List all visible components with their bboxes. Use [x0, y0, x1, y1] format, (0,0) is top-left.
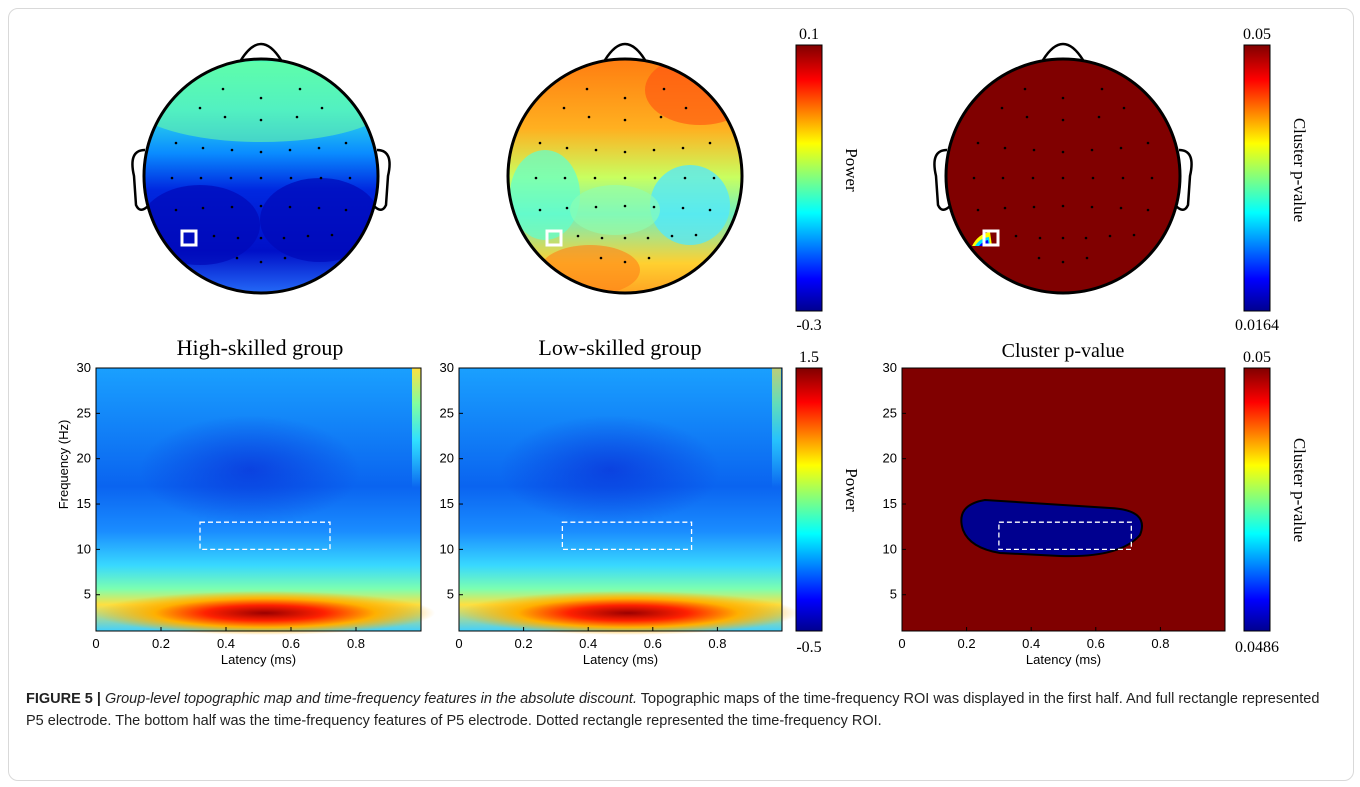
y-tick-label: 25 [883, 405, 897, 420]
y-tick-label: 10 [77, 541, 91, 556]
y-tick-label: 20 [77, 451, 91, 466]
colorbar-min-label: -0.5 [796, 639, 821, 656]
colorbar-min-label: 0.0486 [1235, 639, 1279, 656]
x-tick-label: 0.2 [515, 636, 533, 651]
y-tick-label: 25 [77, 405, 91, 420]
x-tick-label: 0.4 [1022, 636, 1040, 651]
y-tick-label: 10 [883, 541, 897, 556]
x-axis-label: Latency (ms) [221, 652, 296, 667]
p5-electrode-marker [982, 229, 1000, 247]
x-tick-label: 0.2 [958, 636, 976, 651]
figure-caption: FIGURE 5 | Group-level topographic map a… [26, 688, 1336, 732]
topomap-high-skilled [131, 42, 391, 295]
y-tick-label: 30 [440, 360, 454, 375]
y-axis-label: Frequency (Hz) [56, 420, 71, 510]
x-tick-label: 0.2 [152, 636, 170, 651]
x-tick-label: 0.6 [644, 636, 662, 651]
roi-dotted-rectangle [998, 521, 1132, 551]
y-tick-label: 25 [440, 405, 454, 420]
x-tick-label: 0.6 [1087, 636, 1105, 651]
tf-heatmap-cluster [901, 367, 1226, 632]
colorbar-title: Power [842, 468, 861, 512]
p5-electrode-marker [180, 229, 198, 247]
x-tick-label: 0.6 [282, 636, 300, 651]
colorbar-max-label: 0.05 [1243, 26, 1271, 43]
power-colorbar-top: 0.1 -0.3 Power [795, 26, 861, 334]
y-tick-label: 30 [77, 360, 91, 375]
tf-title-low: Low-skilled group [538, 335, 701, 360]
y-tick-label: 5 [447, 587, 454, 602]
caption-label: FIGURE 5 | [26, 691, 101, 707]
colorbar-max-label: 0.1 [799, 26, 819, 43]
y-tick-label: 15 [440, 496, 454, 511]
x-tick-label: 0.8 [708, 636, 726, 651]
colorbar-title: Power [842, 148, 861, 192]
y-tick-label: 15 [883, 496, 897, 511]
tf-title-high: High-skilled group [177, 335, 344, 360]
x-tick-label: 0.8 [1151, 636, 1169, 651]
y-tick-label: 5 [84, 587, 91, 602]
electrode-dots [170, 87, 352, 264]
x-tick-label: 0.4 [217, 636, 235, 651]
y-tick-label: 15 [77, 496, 91, 511]
tf-heatmap-low [458, 367, 798, 635]
x-tick-label: 0 [92, 636, 99, 651]
power-colorbar-bottom: 1.5 -0.5 Power [795, 349, 861, 656]
colorbar-title: Cluster p-value [1290, 438, 1309, 542]
pvalue-colorbar-bottom: 0.05 0.0486 Cluster p-value [1235, 349, 1309, 656]
caption-title: Group-level topographic map and time-fre… [105, 691, 637, 707]
caption-text: Topographic maps of the time-frequency R… [26, 691, 1320, 729]
y-tick-label: 10 [440, 541, 454, 556]
x-tick-label: 0 [455, 636, 462, 651]
p5-electrode-marker [545, 229, 563, 247]
tf-heatmap-high [95, 367, 435, 635]
x-tick-label: 0.8 [347, 636, 365, 651]
colorbar-min-label: -0.3 [796, 317, 821, 334]
roi-dotted-rectangle [561, 521, 693, 551]
y-tick-label: 20 [883, 451, 897, 466]
roi-dotted-rectangle [199, 521, 331, 551]
topomap-low-skilled [506, 42, 744, 295]
x-tick-label: 0 [898, 636, 905, 651]
tf-title-cluster: Cluster p-value [1002, 340, 1125, 362]
x-axis-label: Latency (ms) [583, 652, 658, 667]
y-tick-label: 5 [890, 587, 897, 602]
y-tick-label: 30 [883, 360, 897, 375]
colorbar-title: Cluster p-value [1290, 118, 1309, 222]
colorbar-min-label: 0.0164 [1235, 317, 1279, 334]
topomap-cluster-pvalue [933, 42, 1193, 295]
colorbar-max-label: 0.05 [1243, 349, 1271, 366]
y-tick-label: 20 [440, 451, 454, 466]
colorbar-max-label: 1.5 [799, 349, 819, 366]
x-axis-label: Latency (ms) [1026, 652, 1101, 667]
tf-axes: 0 0.2 0.4 0.6 0.8 30 25 20 15 10 5 Latency (ms) Freq… [56, 360, 1169, 667]
pvalue-colorbar-top: 0.05 0.0164 Cluster p-value [1235, 26, 1309, 334]
x-tick-label: 0.4 [579, 636, 597, 651]
